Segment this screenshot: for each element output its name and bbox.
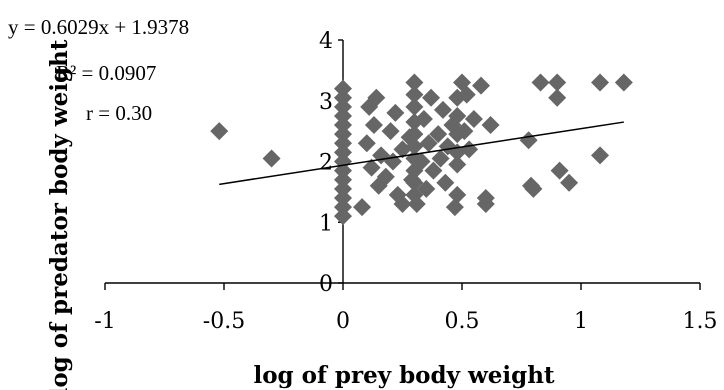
data-point — [334, 170, 352, 189]
data-point — [455, 122, 474, 141]
data-point — [334, 88, 352, 107]
data-point — [472, 76, 491, 95]
data-point — [405, 85, 424, 104]
data-point — [457, 85, 476, 104]
data-point — [367, 88, 386, 107]
data-point — [334, 125, 352, 144]
data-point — [476, 195, 495, 214]
data-point — [364, 116, 383, 135]
data-point — [381, 122, 400, 141]
data-point — [431, 149, 450, 168]
data-point — [591, 73, 610, 92]
x-tick-label: 1.5 — [683, 309, 718, 334]
data-point — [334, 207, 352, 226]
data-point — [357, 134, 376, 153]
data-point — [445, 198, 464, 217]
r-label: r = 0.30 — [86, 101, 152, 125]
data-point — [591, 146, 610, 165]
data-point — [362, 158, 381, 177]
r-squared-label: R² = 0.0907 — [56, 61, 156, 85]
data-point — [548, 88, 567, 107]
y-axis-ticks: 0 1 2 3 4 — [319, 29, 343, 297]
x-tick-label: 1 — [574, 309, 588, 334]
x-tick-label: 0 — [336, 309, 350, 334]
data-point — [433, 100, 452, 119]
data-point — [436, 173, 455, 192]
data-point — [429, 125, 448, 144]
data-point — [448, 106, 467, 125]
data-point — [414, 109, 433, 128]
data-point — [422, 88, 441, 107]
y-tick-label: 2 — [319, 151, 333, 176]
data-point — [405, 97, 424, 116]
data-point — [262, 149, 281, 168]
y-tick-label: 0 — [319, 272, 333, 297]
data-point — [419, 134, 438, 153]
data-point — [334, 97, 352, 116]
x-tick-label: -1 — [94, 309, 115, 334]
data-point — [393, 195, 412, 214]
data-point — [481, 116, 500, 135]
x-tick-label: 0.5 — [445, 309, 480, 334]
data-point — [531, 73, 550, 92]
data-point — [334, 106, 352, 125]
data-point — [448, 185, 467, 204]
data-point — [614, 73, 633, 92]
data-point — [334, 198, 352, 217]
y-tick-label: 4 — [319, 29, 333, 54]
data-point — [412, 152, 431, 171]
data-point — [524, 179, 543, 198]
equation-label: y = 0.6029x + 1.9378 — [8, 15, 189, 39]
trendline — [219, 121, 624, 186]
x-tick-label: -0.5 — [203, 309, 245, 334]
data-point — [519, 131, 538, 150]
data-point — [334, 143, 352, 162]
data-point — [464, 109, 483, 128]
data-point — [334, 188, 352, 207]
y-tick-label: 3 — [319, 90, 333, 115]
data-point — [353, 198, 372, 217]
data-point — [560, 173, 579, 192]
x-axis-ticks: -1 -0.5 0 0.5 1 1.5 — [94, 283, 718, 334]
data-point — [334, 134, 352, 153]
data-point — [448, 155, 467, 174]
data-point — [424, 161, 443, 180]
data-point — [548, 73, 567, 92]
y-axis-title: log of predator body weight — [46, 39, 73, 390]
data-point — [405, 125, 424, 144]
data-point — [405, 73, 424, 92]
plot-area: -1 -0.5 0 0.5 1 1.5 0 1 2 3 4 — [94, 29, 717, 334]
data-point — [417, 179, 436, 198]
data-point — [405, 137, 424, 156]
data-point — [550, 161, 569, 180]
data-point — [334, 79, 352, 98]
data-points — [210, 73, 633, 226]
data-point — [386, 103, 405, 122]
data-point — [210, 122, 229, 141]
x-axis-title: log of prey body weight — [253, 362, 554, 389]
y-tick-label: 1 — [319, 211, 333, 236]
data-point — [334, 179, 352, 198]
data-point — [334, 116, 352, 135]
data-point — [407, 195, 426, 214]
data-point — [376, 167, 395, 186]
